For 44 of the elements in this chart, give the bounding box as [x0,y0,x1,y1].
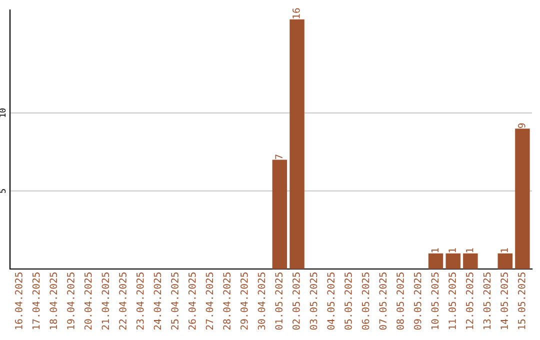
x-tick-label: 12.05.2025 [466,272,474,330]
x-tick-label: 30.04.2025 [258,272,266,330]
bar [290,19,304,269]
x-tick-label: 06.05.2025 [362,272,370,330]
x-tick-label: 28.04.2025 [223,272,230,330]
x-tick-label: 09.05.2025 [414,272,422,330]
bar [515,128,530,269]
x-tick-label: 29.04.2025 [240,272,248,330]
x-tick-label: 03.05.2025 [310,272,318,330]
x-tick-label: 25.04.2025 [171,272,178,330]
x-tick-label: 11.05.2025 [448,272,456,330]
x-tick-label: 20.04.2025 [84,272,92,330]
x-tick-label: 07.05.2025 [379,272,387,330]
bar [446,253,460,269]
x-tick-label: 22.04.2025 [119,272,126,330]
x-tick-label: 17.04.2025 [32,272,40,330]
data-label: 16 [292,8,300,18]
data-label: 1 [448,248,456,252]
x-tick-label: 10.05.2025 [431,272,439,330]
bar [428,253,444,269]
x-tick-label: 02.05.2025 [292,272,300,330]
x-tick-label: 23.04.2025 [136,272,144,330]
data-label: 1 [431,248,438,252]
data-label: 1 [466,248,474,252]
x-tick-label: 01.05.2025 [275,272,283,330]
x-tick-label: 08.05.2025 [396,272,404,330]
x-tick-label: 15.05.2025 [518,272,526,330]
x-tick-label: 19.04.2025 [67,272,74,330]
x-tick-label: 18.04.2025 [50,272,58,330]
data-label: 7 [275,154,282,160]
x-tick-label: 14.05.2025 [500,272,508,330]
bar [498,253,512,269]
x-tick-label: 05.05.2025 [344,272,352,330]
bar [463,253,478,269]
data-label: 9 [518,123,526,128]
x-tick-label: 27.04.2025 [206,272,214,330]
bar [272,160,288,269]
x-tick-label: 13.05.2025 [483,272,491,330]
data-label: 1 [500,248,508,252]
x-tick-label: 24.04.2025 [154,272,162,330]
x-tick-label: 04.05.2025 [327,272,335,330]
x-tick-label: 21.04.2025 [102,272,110,330]
x-tick-label: 16.04.2025 [15,272,22,330]
x-tick-label: 26.04.2025 [188,272,196,330]
